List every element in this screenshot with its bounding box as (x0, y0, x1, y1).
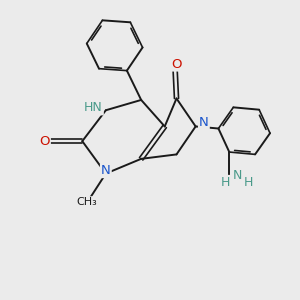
Text: H: H (221, 176, 230, 189)
Text: N: N (233, 169, 242, 182)
Text: HN: HN (84, 101, 103, 114)
Text: CH₃: CH₃ (76, 197, 97, 207)
Text: N: N (101, 164, 111, 177)
Text: N: N (199, 116, 209, 129)
Text: H: H (244, 176, 253, 189)
Text: O: O (39, 135, 50, 148)
Text: O: O (171, 58, 182, 70)
